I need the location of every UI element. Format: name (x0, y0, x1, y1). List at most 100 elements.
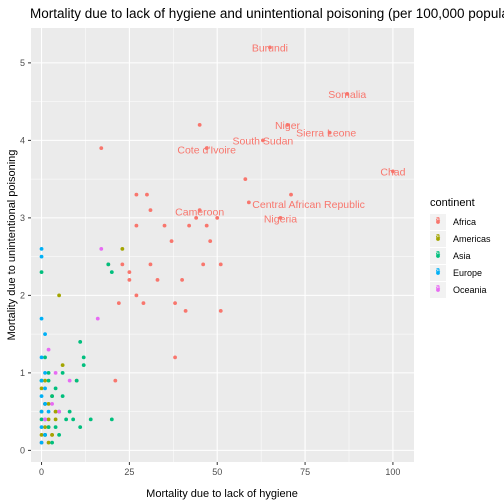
legend-marker-glyph: a (436, 265, 441, 274)
data-point (43, 355, 47, 360)
data-point (39, 440, 44, 445)
data-point (120, 246, 125, 251)
data-point (53, 425, 58, 430)
data-point (39, 355, 44, 360)
data-point (95, 316, 100, 321)
plot-panel (31, 28, 414, 462)
series-europe (39, 246, 51, 445)
data-point (43, 378, 47, 383)
data-point (183, 308, 188, 313)
data-point (109, 270, 114, 275)
data-point (50, 440, 54, 445)
data-point (39, 394, 44, 399)
x-tick-label: 0 (39, 467, 44, 477)
data-point (50, 394, 54, 399)
series-oceania (43, 246, 104, 422)
annotation-label: Niger (275, 120, 301, 132)
legend-marker (436, 237, 440, 241)
data-point (78, 425, 83, 430)
data-point (134, 192, 139, 197)
chart-title: Mortality due to lack of hygiene and uni… (30, 6, 504, 21)
data-point (39, 246, 44, 251)
data-point (194, 215, 199, 220)
data-point (78, 339, 83, 344)
data-point (391, 169, 395, 174)
data-point (215, 215, 220, 220)
data-point (109, 417, 114, 422)
data-point (46, 409, 51, 414)
x-tick-label: 100 (385, 467, 400, 477)
data-point (43, 386, 47, 391)
y-axis-label: Mortality due to unintentional poisoning (6, 150, 18, 341)
legend-entry-oceania: Oceania (453, 285, 487, 295)
data-point (39, 270, 44, 275)
annotation-label: Burundi (252, 42, 288, 54)
x-tick-label: 75 (300, 467, 310, 477)
annotation-label: Central African Republic (252, 199, 365, 211)
data-point (39, 425, 44, 430)
data-point (43, 332, 47, 337)
data-point (43, 401, 47, 406)
y-tick-label: 3 (20, 213, 25, 223)
annotation-label: Cameroon (175, 207, 224, 219)
data-point (60, 370, 65, 375)
annotation-label: Nigeria (264, 214, 297, 226)
x-axis-label: Mortality due to lack of hygiene (146, 488, 298, 500)
x-tick-label: 25 (124, 467, 134, 477)
data-point (39, 254, 44, 259)
annotation-label: Cote d'Ivoire (177, 145, 236, 157)
y-tick-label: 0 (20, 445, 25, 455)
data-point (327, 130, 332, 135)
data-point (173, 355, 177, 360)
data-point (106, 262, 111, 267)
grid-minor (31, 28, 414, 462)
legend-marker-glyph: a (436, 248, 441, 257)
x-tick-label: 50 (212, 467, 222, 477)
data-point (46, 370, 51, 375)
x-axis-ticks: 0 25 50 75 100 (39, 462, 400, 477)
data-point (81, 363, 86, 368)
data-point (64, 417, 69, 422)
data-point (99, 246, 104, 251)
legend-entry-europe: Europe (453, 268, 482, 278)
data-point (39, 409, 44, 414)
data-points (39, 45, 395, 445)
data-point (127, 270, 132, 275)
legend-marker (436, 220, 440, 224)
legend-marker (436, 254, 440, 258)
data-point (345, 91, 350, 96)
y-tick-label: 2 (20, 290, 25, 300)
data-point (243, 177, 248, 182)
data-point (43, 425, 47, 430)
data-point (39, 432, 44, 437)
data-point (218, 308, 223, 313)
data-point (60, 363, 65, 368)
data-point (60, 394, 65, 399)
data-point (145, 192, 149, 197)
annotation-label: Somalia (328, 89, 366, 101)
data-point (261, 138, 265, 143)
data-point (71, 417, 76, 422)
data-point (46, 378, 51, 383)
annotation-label: South Sudan (233, 135, 294, 147)
data-point (187, 223, 192, 228)
data-point (67, 378, 72, 383)
y-axis-ticks: 0 1 2 3 4 5 (20, 58, 31, 455)
data-point (169, 239, 174, 244)
legend-title: continent (430, 197, 475, 209)
data-point (197, 122, 202, 127)
data-point (50, 401, 54, 406)
data-point (99, 146, 104, 151)
data-point (46, 417, 51, 422)
data-point (268, 45, 272, 50)
series-asia (39, 262, 114, 445)
data-point (46, 401, 51, 406)
legend-entry-africa: Africa (453, 217, 476, 227)
data-point (278, 215, 283, 220)
data-point (134, 223, 139, 228)
data-point (46, 440, 51, 445)
data-point (180, 277, 184, 282)
data-point (127, 277, 132, 282)
